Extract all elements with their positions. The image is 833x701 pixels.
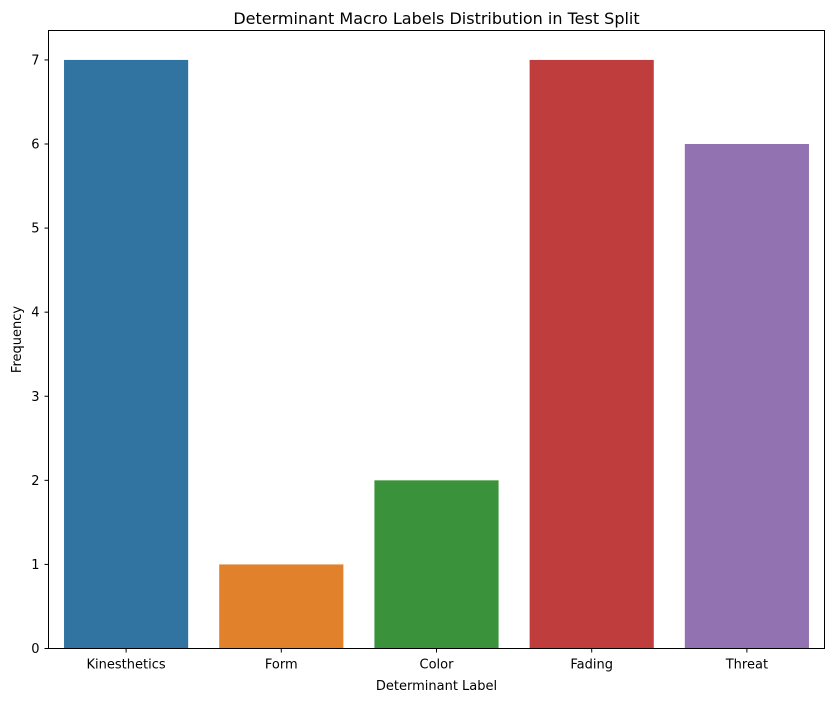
plot-area: 0 1 2 3 4 5 6 7 Kinesthetics Form Color Fading Thre… bbox=[31, 30, 825, 673]
y-tick-label: 5 bbox=[31, 222, 39, 237]
x-axis-label: Determinant Label bbox=[376, 679, 497, 694]
y-tick-label: 4 bbox=[31, 306, 39, 321]
y-tick-label: 7 bbox=[31, 53, 39, 68]
plot-frame bbox=[48, 30, 825, 649]
y-axis: 0 1 2 3 4 5 6 7 bbox=[31, 53, 49, 657]
bar-kinesthetics bbox=[64, 59, 189, 649]
x-axis: Kinesthetics Form Color Fading Threat bbox=[87, 648, 768, 673]
x-tick-label: Color bbox=[420, 658, 455, 673]
x-tick-label: Form bbox=[265, 658, 298, 673]
bar-fading bbox=[529, 59, 654, 649]
bar-form bbox=[219, 564, 344, 649]
y-tick-label: 2 bbox=[31, 474, 39, 489]
y-tick-label: 6 bbox=[31, 138, 39, 153]
bar-color bbox=[374, 480, 499, 649]
y-tick-label: 0 bbox=[31, 642, 39, 657]
x-tick-label: Fading bbox=[570, 658, 613, 673]
chart-title: Determinant Macro Labels Distribution in… bbox=[233, 9, 639, 28]
x-tick-label: Kinesthetics bbox=[87, 658, 166, 673]
y-tick-label: 3 bbox=[31, 390, 39, 405]
bars-group bbox=[64, 59, 809, 649]
x-tick-label: Threat bbox=[725, 658, 768, 673]
y-tick-label: 1 bbox=[31, 558, 39, 573]
y-axis-label: Frequency bbox=[10, 306, 25, 373]
bar-threat bbox=[684, 144, 809, 649]
